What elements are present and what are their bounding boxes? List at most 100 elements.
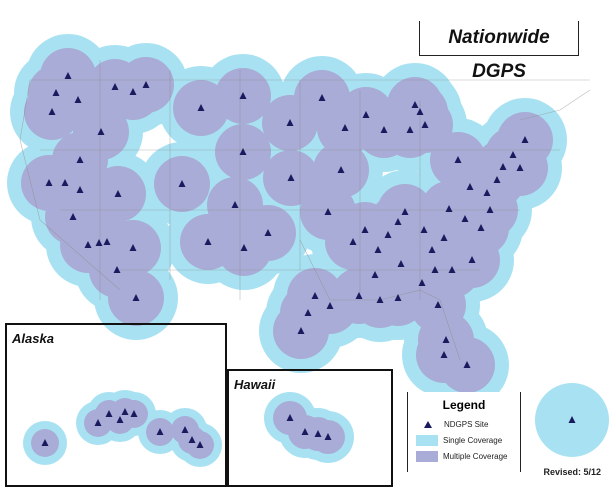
- ndgps-site-marker: [376, 296, 384, 303]
- ndgps-site-marker: [97, 128, 105, 135]
- ndgps-site-marker: [132, 294, 140, 301]
- ndgps-site-marker: [516, 164, 524, 171]
- ndgps-site-marker: [318, 94, 326, 101]
- ndgps-site-marker: [434, 301, 442, 308]
- ndgps-site-marker: [61, 179, 69, 186]
- ndgps-site-marker: [69, 213, 77, 220]
- ndgps-site-marker: [129, 244, 137, 251]
- ndgps-site-marker: [466, 183, 474, 190]
- ndgps-site-marker: [297, 327, 305, 334]
- ndgps-site-marker: [420, 226, 428, 233]
- ndgps-site-marker: [499, 163, 507, 170]
- ndgps-site-marker: [142, 81, 150, 88]
- ndgps-site-marker: [445, 205, 453, 212]
- ndgps-site-marker: [286, 414, 294, 421]
- legend-item-multiple: Multiple Coverage: [416, 451, 507, 462]
- hawaii-inset: [227, 369, 393, 487]
- map-title: Nationwide DGPS: [419, 21, 579, 82]
- ndgps-site-marker: [196, 441, 204, 448]
- ndgps-site-marker: [361, 226, 369, 233]
- triangle-icon: [424, 421, 432, 428]
- ndgps-site-marker: [461, 215, 469, 222]
- ndgps-site-marker: [486, 206, 494, 213]
- boundary-line: [299, 239, 461, 361]
- ndgps-site-marker: [411, 101, 419, 108]
- ndgps-site-marker: [239, 92, 247, 99]
- alaska-label: Alaska: [12, 331, 54, 346]
- ndgps-site-marker: [468, 256, 476, 263]
- ndgps-site-marker: [483, 189, 491, 196]
- multiple-coverage-swatch: [416, 451, 438, 462]
- ndgps-site-marker: [362, 111, 370, 118]
- alaska-inset: [5, 323, 227, 487]
- ndgps-site-marker: [74, 96, 82, 103]
- ndgps-site-marker: [239, 148, 247, 155]
- ndgps-site-marker: [287, 174, 295, 181]
- legend-label: Single Coverage: [443, 436, 503, 445]
- ndgps-site-marker: [568, 416, 576, 423]
- ndgps-site-marker: [41, 439, 49, 446]
- legend-item-single: Single Coverage: [416, 435, 502, 446]
- ndgps-site-marker: [521, 136, 529, 143]
- ndgps-site-marker: [130, 410, 138, 417]
- ndgps-site-marker: [113, 266, 121, 273]
- single-coverage-swatch: [416, 435, 438, 446]
- ndgps-site-marker: [129, 88, 137, 95]
- ndgps-site-marker: [204, 238, 212, 245]
- ndgps-site-marker: [301, 428, 309, 435]
- ndgps-site-marker: [493, 176, 501, 183]
- ndgps-site-marker: [105, 410, 113, 417]
- ndgps-site-marker: [311, 292, 319, 299]
- ndgps-site-marker: [337, 166, 345, 173]
- revised-date: Revised: 5/12: [543, 467, 601, 477]
- ndgps-site-marker: [374, 246, 382, 253]
- ndgps-site-marker: [304, 309, 312, 316]
- legend-title: Legend: [442, 398, 486, 412]
- ndgps-site-marker: [95, 239, 103, 246]
- ndgps-site-marker: [188, 436, 196, 443]
- ndgps-site-marker: [231, 201, 239, 208]
- ndgps-site-marker: [394, 218, 402, 225]
- legend: Legend NDGPS Site Single Coverage Multip…: [407, 392, 521, 472]
- ndgps-site-marker: [52, 89, 60, 96]
- ndgps-site-marker: [48, 108, 56, 115]
- ndgps-site-marker: [442, 336, 450, 343]
- ndgps-site-marker: [84, 241, 92, 248]
- ndgps-site-marker: [397, 260, 405, 267]
- ndgps-site-marker: [114, 190, 122, 197]
- ndgps-site-marker: [440, 234, 448, 241]
- ndgps-site-marker: [64, 72, 72, 79]
- boundary-line: [519, 89, 591, 121]
- ndgps-site-marker: [121, 408, 129, 415]
- ndgps-site-marker: [76, 156, 84, 163]
- ndgps-site-marker: [440, 351, 448, 358]
- ndgps-site-marker: [428, 246, 436, 253]
- hawaii-label: Hawaii: [234, 377, 276, 392]
- legend-label: Multiple Coverage: [443, 452, 508, 461]
- legend-item-site: NDGPS Site: [416, 420, 488, 429]
- ndgps-site-marker: [111, 83, 119, 90]
- ndgps-site-marker: [178, 180, 186, 187]
- ndgps-site-marker: [264, 229, 272, 236]
- ndgps-site-marker: [463, 361, 471, 368]
- ndgps-site-marker: [355, 292, 363, 299]
- ndgps-site-marker: [94, 419, 102, 426]
- ndgps-site-marker: [371, 271, 379, 278]
- ndgps-site-marker: [416, 108, 424, 115]
- legend-label: NDGPS Site: [444, 420, 489, 429]
- ndgps-site-marker: [156, 428, 164, 435]
- ndgps-site-marker: [76, 186, 84, 193]
- ndgps-site-marker: [181, 426, 189, 433]
- ndgps-site-marker: [448, 266, 456, 273]
- ndgps-site-marker: [418, 279, 426, 286]
- ndgps-site-marker: [324, 433, 332, 440]
- boundary-line: [19, 79, 121, 291]
- ndgps-site-marker: [45, 179, 53, 186]
- ndgps-site-marker: [240, 244, 248, 251]
- ndgps-site-marker: [197, 104, 205, 111]
- ndgps-site-marker: [509, 151, 517, 158]
- ndgps-site-marker: [116, 416, 124, 423]
- ndgps-site-marker: [394, 294, 402, 301]
